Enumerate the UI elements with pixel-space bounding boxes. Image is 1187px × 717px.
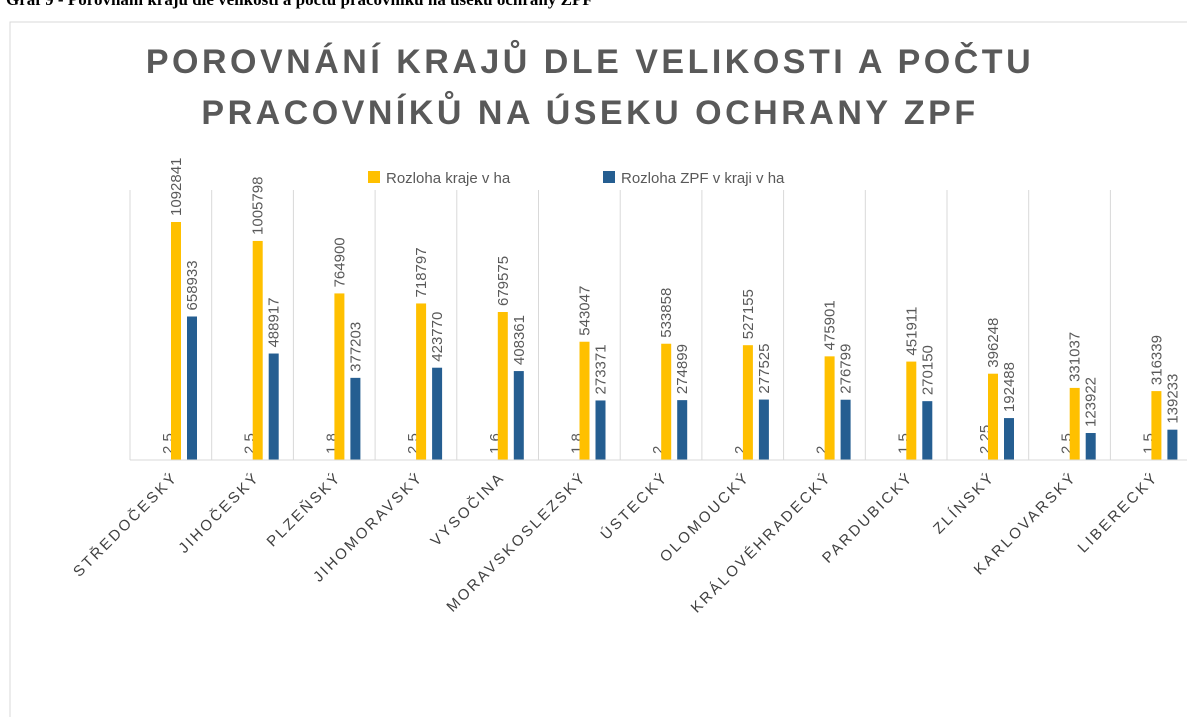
- bar: [758, 399, 769, 460]
- bar: [988, 373, 998, 460]
- data-label: 658933: [184, 260, 201, 310]
- data-label: 2: [650, 446, 667, 454]
- bar: [840, 399, 851, 460]
- data-label: 475901: [822, 300, 839, 350]
- bar: [1151, 391, 1162, 460]
- data-label: 543047: [577, 286, 594, 336]
- x-tick-label: JIHOČESKÝ: [175, 469, 263, 557]
- data-label: 316339: [1148, 335, 1165, 385]
- data-label: 276799: [838, 344, 855, 394]
- data-label: 423770: [429, 312, 446, 362]
- x-tick-label: ÚSTECKÝ: [597, 469, 672, 544]
- x-tick-label: LIBERECKÝ: [1075, 469, 1162, 556]
- x-tick-label: STŘEDOČESKÝ: [70, 469, 182, 581]
- bar: [187, 316, 197, 460]
- bar: [416, 303, 427, 460]
- bar: [1004, 418, 1014, 460]
- data-label: 1005798: [250, 177, 267, 235]
- legend-swatch: [603, 171, 615, 183]
- data-label: 527155: [740, 289, 757, 339]
- data-label: 1092841: [168, 158, 185, 216]
- data-label: 679575: [495, 256, 512, 306]
- bar: [906, 361, 917, 460]
- data-label: 277525: [756, 343, 773, 393]
- data-label: 274899: [674, 344, 691, 394]
- data-label: 377203: [347, 322, 364, 372]
- bar: [579, 341, 590, 460]
- bar: [1167, 429, 1178, 460]
- data-label: 533858: [658, 288, 675, 338]
- data-label: 331037: [1067, 332, 1084, 382]
- data-label: 270150: [919, 345, 936, 395]
- data-label: 2: [814, 446, 831, 454]
- chart-title: POROVNÁNÍ KRAJŮ DLE VELIKOSTI A POČTU: [146, 40, 1034, 81]
- data-label: 488917: [266, 297, 283, 347]
- data-label: 192488: [1001, 362, 1018, 412]
- x-tick-label: VYSOČINA: [427, 469, 508, 550]
- bar: [268, 353, 279, 460]
- legend-label: Rozloha kraje v ha: [386, 170, 511, 187]
- x-tick-label: KRÁLOVÉHRADECKÝ: [688, 469, 836, 617]
- data-label: 408361: [511, 315, 528, 365]
- bar: [171, 222, 181, 460]
- bar: [350, 377, 361, 460]
- x-tick-label: PARDUBICKÝ: [819, 469, 917, 567]
- chart-title: PRACOVNÍKŮ NA ÚSEKU OCHRANY ZPF: [201, 91, 978, 132]
- bar: [1085, 433, 1096, 460]
- x-tick-label: MORAVSKOSLEZSKÝ: [443, 469, 590, 616]
- bar: [824, 356, 835, 460]
- bar: [497, 312, 508, 460]
- bar: [742, 345, 753, 460]
- data-label: 764900: [331, 237, 348, 287]
- bar: [1069, 387, 1080, 460]
- data-label: 273371: [593, 344, 610, 394]
- data-label: 139233: [1164, 374, 1181, 424]
- bar: [595, 400, 606, 460]
- x-tick-label: OLOMOUCKÝ: [657, 469, 754, 566]
- bar: [513, 371, 524, 460]
- bar: [661, 343, 672, 460]
- caption: Graf 9 - Porovnání krajů dle velikosti a…: [6, 0, 593, 9]
- bar: [334, 293, 345, 460]
- data-label: 123922: [1083, 377, 1100, 427]
- x-tick-label: ZLÍNSKÝ: [930, 469, 999, 538]
- bar: [252, 240, 263, 460]
- legend-label: Rozloha ZPF v kraji v ha: [621, 170, 785, 187]
- bar: [677, 400, 688, 460]
- chart-frame: [9, 21, 1187, 717]
- bar: [432, 367, 443, 460]
- data-label: 451911: [903, 307, 920, 356]
- data-label: 2: [732, 446, 749, 454]
- data-label: 396248: [985, 318, 1002, 368]
- legend-swatch: [368, 171, 380, 183]
- data-label: 718797: [413, 247, 430, 297]
- bar: [922, 401, 933, 460]
- x-tick-label: PLZEŇSKÝ: [263, 469, 345, 551]
